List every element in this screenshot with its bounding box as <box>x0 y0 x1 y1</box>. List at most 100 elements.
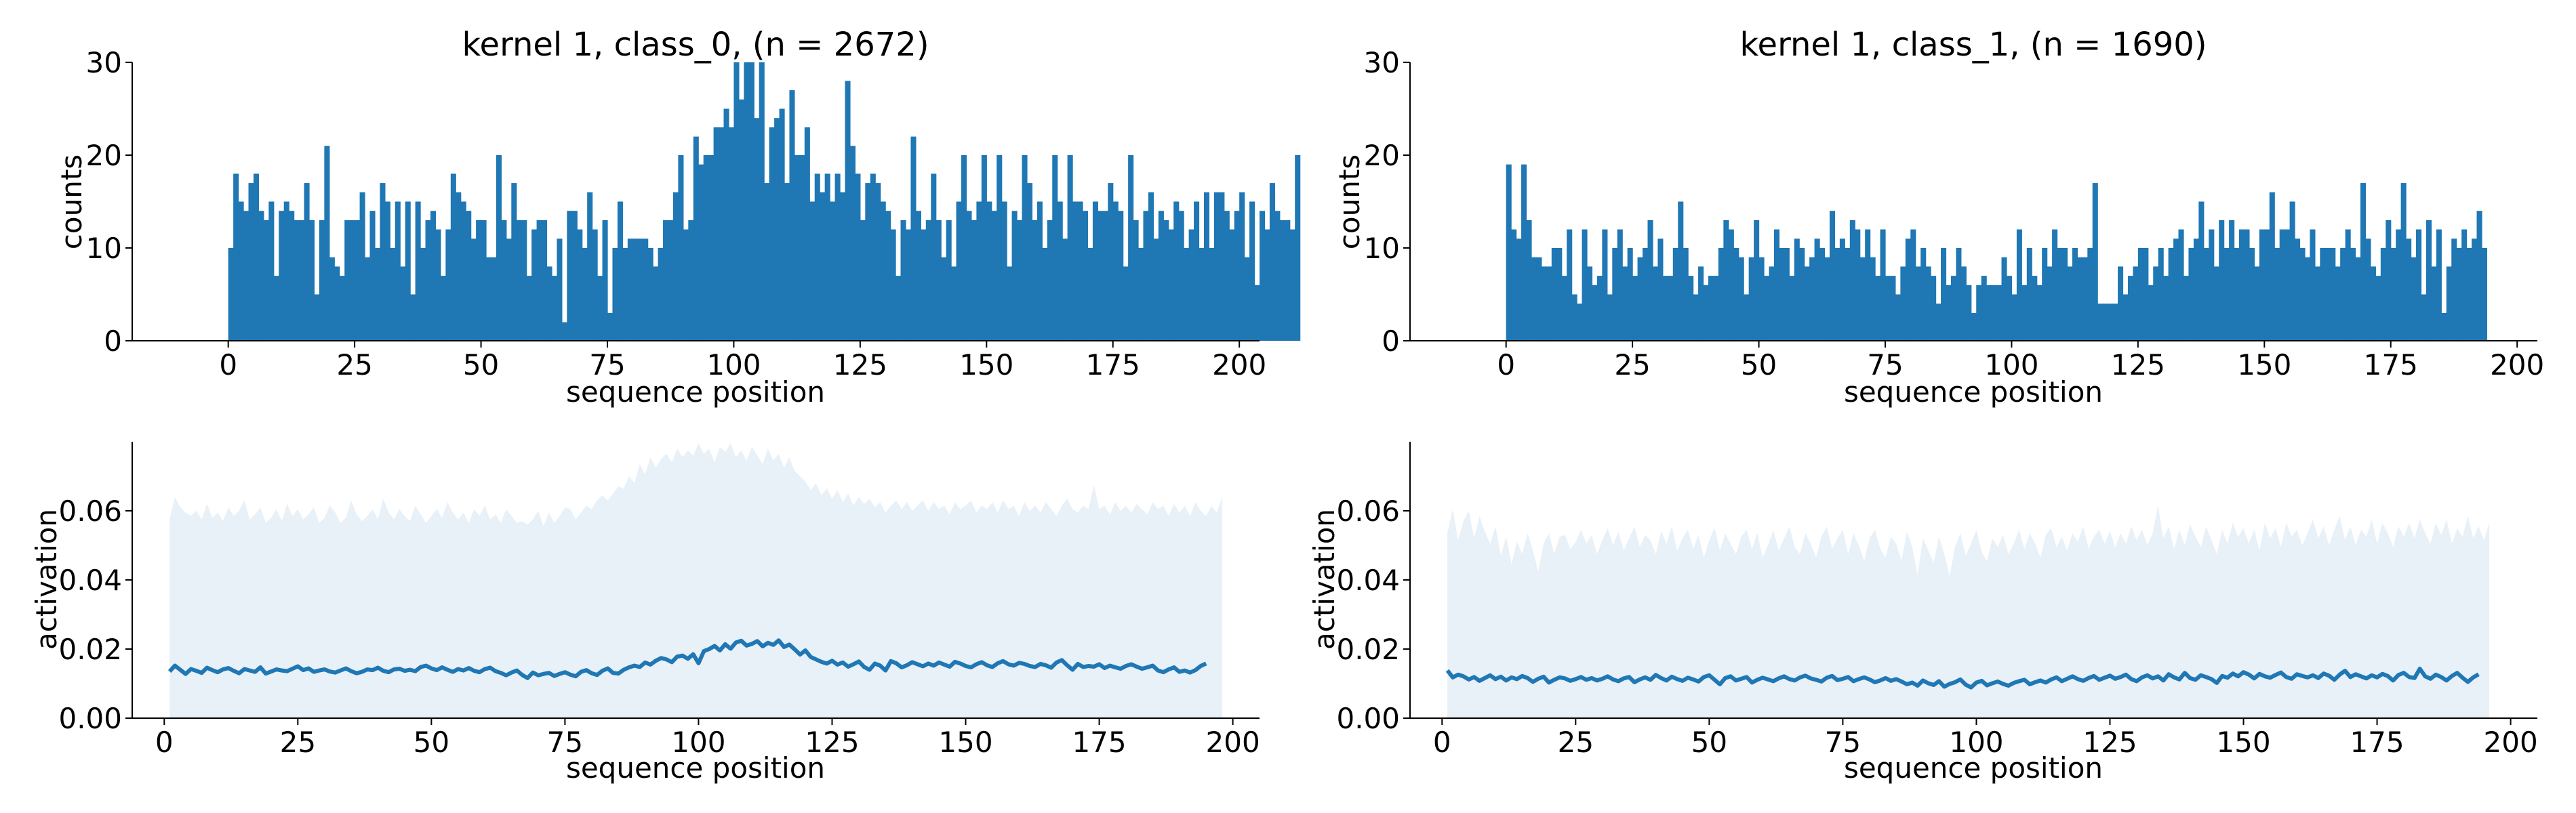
bar <box>1890 276 1896 341</box>
bar <box>2016 229 2022 341</box>
bar <box>653 266 659 341</box>
x-tick-label: 150 <box>2237 348 2291 381</box>
bar <box>1133 220 1139 341</box>
bar <box>1087 248 1093 341</box>
bar <box>2345 229 2351 341</box>
bar <box>1511 229 1517 341</box>
bar <box>273 276 279 341</box>
bar <box>1672 248 1678 341</box>
activation-band <box>169 443 1222 718</box>
bar <box>1194 201 1200 341</box>
bar <box>1688 276 1694 341</box>
bar <box>1128 155 1134 341</box>
bar <box>319 220 325 341</box>
bar <box>1112 201 1119 341</box>
bar <box>921 229 927 341</box>
bar <box>683 229 689 341</box>
bar <box>339 276 345 341</box>
y-axis-label-bottom-left: activation <box>30 509 63 650</box>
bar <box>1163 220 1169 341</box>
bar <box>1764 276 1770 341</box>
x-tick-label: 150 <box>2216 726 2270 759</box>
bar <box>1602 229 1608 341</box>
bar <box>2380 248 2386 341</box>
bar <box>355 220 361 341</box>
bar <box>2386 220 2392 341</box>
bar <box>2416 229 2422 341</box>
bar <box>1551 248 1557 341</box>
bars-class-1 <box>1506 164 2488 341</box>
x-tick-label: 75 <box>547 726 583 759</box>
bar <box>2158 248 2164 341</box>
bar <box>824 173 830 341</box>
bar <box>1829 211 1836 341</box>
bar <box>900 220 906 341</box>
bar <box>435 229 441 341</box>
bar <box>228 248 234 341</box>
bar <box>2133 266 2139 341</box>
x-axis-label-top-left: sequence position <box>566 375 825 409</box>
y-tick-label: 20 <box>86 139 122 172</box>
bar <box>546 266 552 341</box>
axis-ticks-top-right: 0 25 50 75 100 125 150 175 200 0 10 20 30 <box>1364 46 2545 381</box>
bar <box>2335 266 2341 341</box>
bar <box>1007 266 1013 341</box>
bar <box>1773 229 1779 341</box>
bar <box>2330 248 2336 341</box>
bar <box>2340 248 2346 341</box>
bar <box>672 192 679 341</box>
panel-top-left: 0 25 50 75 100 125 150 175 200 0 10 20 30 kernel 1, … <box>55 26 1301 409</box>
bar <box>1627 248 1633 341</box>
bar <box>233 173 239 341</box>
bar <box>405 201 411 341</box>
bar <box>334 266 340 341</box>
bar <box>536 220 542 341</box>
bar <box>774 118 780 341</box>
bar <box>1799 248 1805 341</box>
bar <box>2396 229 2402 341</box>
bar <box>1996 285 2003 341</box>
bar <box>1617 229 1623 341</box>
bar <box>1143 211 1149 341</box>
bar <box>885 211 891 341</box>
bar <box>1577 304 1583 341</box>
bar <box>2481 248 2488 341</box>
bar <box>2052 229 2058 341</box>
bar <box>1158 211 1164 341</box>
bar <box>1855 229 1861 341</box>
bar <box>2198 201 2205 341</box>
bar <box>1895 294 1901 341</box>
bar <box>1098 211 1104 341</box>
bar <box>253 173 260 341</box>
axis-ticks-bottom-right: 0 25 50 75 100 125 150 175 200 0.00 0.02 0.04 0.06 <box>1336 442 2538 759</box>
bar <box>612 248 618 341</box>
bar <box>779 108 785 341</box>
y-tick-label: 0 <box>1382 325 1400 358</box>
x-tick-label: 25 <box>280 726 316 759</box>
bar <box>592 229 598 341</box>
bar <box>1920 248 1927 341</box>
bar <box>2087 248 2093 341</box>
bar <box>880 201 886 341</box>
bar <box>410 294 416 341</box>
mean-activation-line <box>1445 667 2480 690</box>
bar <box>380 183 386 341</box>
x-tick-label: 50 <box>414 726 449 759</box>
bar <box>607 312 613 341</box>
bar <box>2021 285 2028 341</box>
bar <box>769 127 775 341</box>
bar <box>1789 276 1795 341</box>
bar <box>1556 248 1563 341</box>
bar <box>622 248 628 341</box>
bar <box>571 211 578 341</box>
bar <box>506 238 512 341</box>
chart-title-class-1: kernel 1, class_1, (n = 1690) <box>1739 26 2207 64</box>
bar <box>845 81 851 341</box>
bar <box>1693 294 1699 341</box>
bar <box>870 173 876 341</box>
bar <box>1804 266 1810 341</box>
x-axis-label-bottom-right: sequence position <box>1844 751 2103 785</box>
bar <box>764 183 770 341</box>
bar <box>738 99 744 341</box>
